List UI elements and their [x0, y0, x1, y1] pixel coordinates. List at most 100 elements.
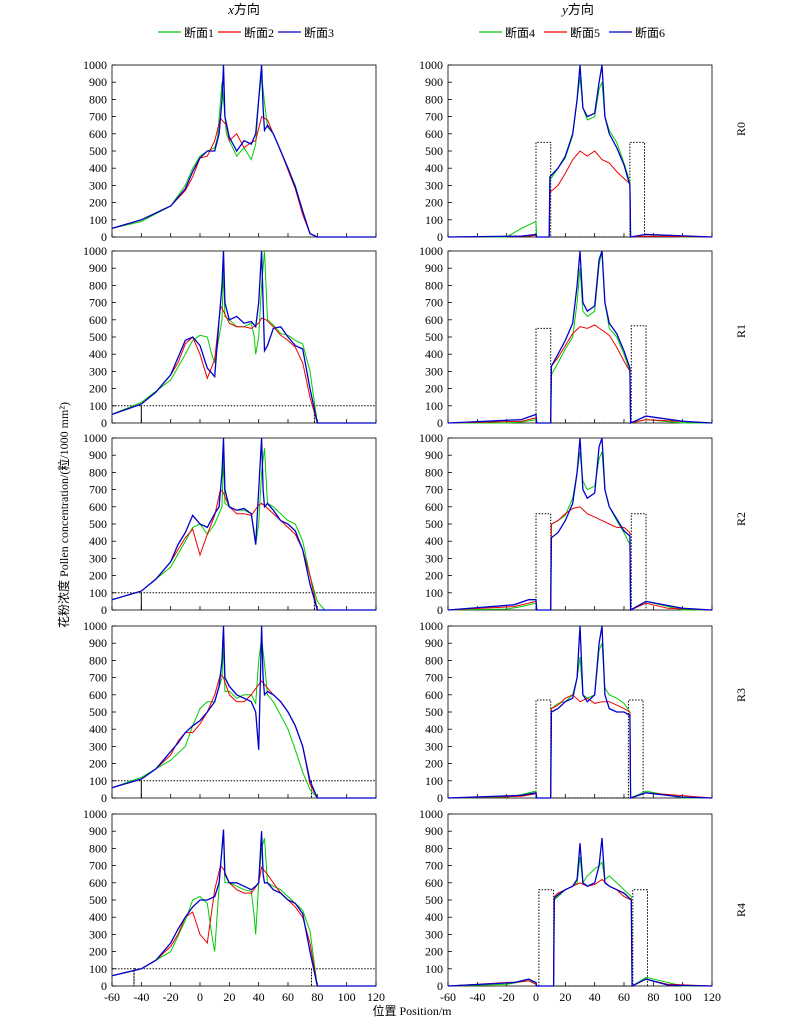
y-tick-label: 600: [425, 313, 443, 327]
y-tick-label: 700: [425, 859, 443, 873]
y-tick-label: 200: [89, 196, 107, 210]
y-tick-label: 400: [89, 347, 107, 361]
column-title-italic: x: [227, 2, 234, 17]
y-tick-label: 1000: [419, 431, 443, 445]
y-tick-label: 700: [89, 671, 107, 685]
series-line-2: [111, 673, 376, 799]
series-line-3: [111, 625, 376, 799]
y-tick-label: 500: [89, 330, 107, 344]
plot-frame: [447, 813, 713, 987]
row-label-r1: R1: [734, 324, 748, 338]
y-tick-label: 200: [425, 757, 443, 771]
reference-line: [538, 889, 648, 987]
y-tick-label: 400: [89, 910, 107, 924]
y-tick-label: 300: [89, 927, 107, 941]
chart-panel-r0-y: 0 100 200 300 400 500 600 700 800 900 1000: [419, 58, 713, 244]
y-tick-label: 500: [89, 144, 107, 158]
y-tick-label: 900: [425, 636, 443, 650]
y-tick-label: 300: [89, 551, 107, 565]
x-tick-label: 100: [674, 990, 692, 1004]
y-tick-label: 200: [89, 569, 107, 583]
y-tick-label: 900: [425, 261, 443, 275]
y-tick-label: 900: [425, 824, 443, 838]
series-line-6: [447, 625, 713, 799]
x-tick-label: 40: [589, 990, 601, 1004]
series-line-5: [447, 694, 713, 799]
series-line-5: [447, 506, 713, 611]
y-tick-label: 800: [425, 465, 443, 479]
reference-line: [112, 405, 376, 423]
plot-frame: [447, 250, 713, 424]
reference-line: [535, 325, 647, 424]
column-header-x: x方向: [227, 2, 260, 17]
y-tick-label: 700: [425, 483, 443, 497]
y-tick-label: 900: [425, 448, 443, 462]
y-tick-label: 0: [437, 230, 443, 244]
x-tick-label: -40: [469, 990, 485, 1004]
y-tick-label: 800: [89, 92, 107, 106]
y-tick-label: 1000: [419, 58, 443, 72]
y-tick-label: 0: [101, 416, 107, 430]
y-tick-label: 0: [101, 979, 107, 993]
y-tick-label: 400: [89, 722, 107, 736]
y-tick-label: 400: [425, 161, 443, 175]
y-tick-label: 800: [89, 653, 107, 667]
y-tick-label: 200: [425, 196, 443, 210]
x-tick-label: -20: [499, 990, 515, 1004]
y-tick-label: 500: [425, 893, 443, 907]
series-line-4: [447, 643, 712, 799]
reference-line: [112, 780, 376, 798]
y-tick-label: 700: [425, 671, 443, 685]
y-tick-label: 300: [89, 739, 107, 753]
x-tick-label: 20: [223, 990, 235, 1004]
y-tick-label: 400: [89, 161, 107, 175]
chart-panel-r2-y: 0 100 200 300 400 500 600 700 800 900 1000: [419, 431, 713, 617]
x-tick-label: 0: [197, 990, 203, 1004]
plot-frame: [447, 437, 713, 611]
y-tick-label: 900: [89, 448, 107, 462]
series-line-5: [447, 878, 713, 987]
y-tick-label: 400: [425, 534, 443, 548]
legend-label: 断面3: [304, 25, 334, 40]
row-label-r3: R3: [734, 688, 748, 702]
y-tick-label: 600: [89, 313, 107, 327]
y-tick-label: 1000: [419, 619, 443, 633]
y-tick-label: 300: [89, 178, 107, 192]
y-tick-label: 0: [437, 416, 443, 430]
y-tick-label: 100: [89, 399, 107, 413]
y-tick-label: 1000: [83, 244, 107, 258]
series-line-1: [111, 250, 376, 424]
x-tick-label: 120: [367, 990, 385, 1004]
y-tick-label: 600: [425, 688, 443, 702]
y-tick-label: 300: [425, 739, 443, 753]
reference-line: [535, 699, 644, 799]
x-tick-label: 80: [647, 990, 659, 1004]
row-label-r4: R4: [734, 903, 748, 917]
legend-label: 断面5: [570, 25, 600, 40]
y-tick-label: 0: [437, 603, 443, 617]
chart-panel-r3-x: 0 100 200 300 400 500 600 700 800 900 1000: [83, 619, 377, 805]
series-line-4: [447, 451, 712, 611]
chart-panel-r2-x: 0 100 200 300 400 500 600 700 800 900 1000: [83, 431, 377, 617]
chart-panel-r0-x: 0 100 200 300 400 500 600 700 800 900 1000: [83, 58, 377, 244]
y-tick-label: 600: [425, 127, 443, 141]
x-axis-label: 位置 Position/m: [372, 1003, 452, 1018]
y-tick-label: 300: [89, 364, 107, 378]
y-tick-label: 700: [89, 859, 107, 873]
y-tick-label: 100: [425, 774, 443, 788]
legend-label: 断面4: [505, 25, 535, 40]
y-tick-label: 500: [425, 517, 443, 531]
y-tick-label: 1000: [419, 244, 443, 258]
series-line-3: [111, 437, 376, 611]
x-tick-label: 20: [559, 990, 571, 1004]
y-tick-label: 100: [425, 962, 443, 976]
y-tick-label: 700: [425, 110, 443, 124]
y-tick-label: 900: [89, 636, 107, 650]
y-tick-label: 700: [89, 110, 107, 124]
series-line-3: [111, 64, 376, 238]
series-line-6: [447, 437, 713, 612]
y-tick-label: 200: [89, 945, 107, 959]
series-line-6: [447, 64, 713, 238]
